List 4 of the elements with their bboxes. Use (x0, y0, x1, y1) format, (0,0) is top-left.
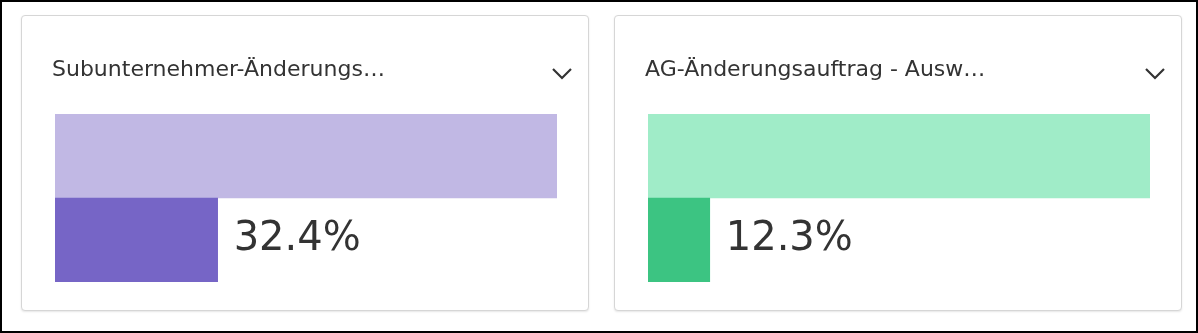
chart-title: AG-Änderungsauftrag - Ausw… (645, 56, 987, 81)
data-label: 12.3% (725, 213, 853, 260)
data-label: 32.4% (233, 213, 361, 260)
chart-title: Subunternehmer-Änderungs… (52, 56, 386, 81)
